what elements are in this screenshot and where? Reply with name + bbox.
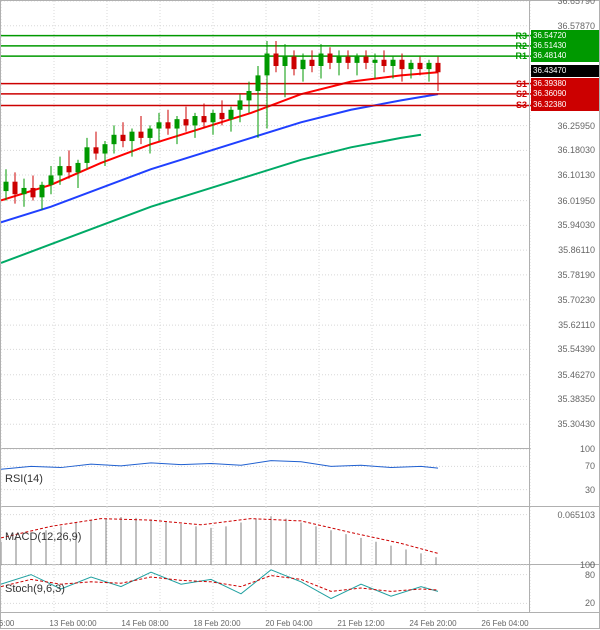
rsi-label: RSI(14) <box>5 473 43 485</box>
y-tick: 35.94030 <box>557 220 595 230</box>
x-tick: 24 Feb 20:00 <box>409 619 456 628</box>
price-badge-S3: 36.32380 <box>531 99 599 111</box>
y-tick: 35.70230 <box>557 295 595 305</box>
chart-container: R3R2R1S1S2S3 35.3043035.3835035.4627035.… <box>0 0 600 629</box>
stoch-label: Stoch(9,6,3) <box>5 583 65 595</box>
tick: 80 <box>585 570 595 580</box>
price-badge-R1: 36.48140 <box>531 50 599 62</box>
y-tick: 35.30430 <box>557 419 595 429</box>
price-svg <box>1 1 531 449</box>
y-tick: 35.46270 <box>557 370 595 380</box>
rsi-svg <box>1 449 531 507</box>
x-tick: 21 Feb 12:00 <box>337 619 384 628</box>
macd-y-axis: 00.065103 <box>529 507 599 565</box>
macd-panel: MACD(12,26,9) <box>1 507 531 565</box>
macd-label: MACD(12,26,9) <box>5 531 81 543</box>
x-tick: 20 Feb 04:00 <box>265 619 312 628</box>
y-tick: 35.54390 <box>557 344 595 354</box>
y-tick: 35.86110 <box>558 245 595 255</box>
x-tick: b 16:00 <box>0 619 14 628</box>
tick: 0.065103 <box>557 510 595 520</box>
y-tick: 36.25950 <box>557 121 595 131</box>
x-tick: 26 Feb 04:00 <box>481 619 528 628</box>
level-label-S2: S2 <box>516 89 527 99</box>
tick: 100 <box>580 444 595 454</box>
y-tick: 36.10130 <box>557 170 595 180</box>
stoch-svg <box>1 565 531 613</box>
price-y-axis: 35.30430 35.38350 35.46270 35.54390 35.62110… <box>529 1 599 449</box>
x-tick: 13 Feb 00:00 <box>49 619 96 628</box>
x-axis: b 16:00 13 Feb 00:00 14 Feb 08:00 18 Feb 20… <box>1 613 600 630</box>
x-tick: 14 Feb 08:00 <box>121 619 168 628</box>
price-badge-current: 36.43470 <box>531 65 599 77</box>
level-label-R1: R1 <box>515 51 527 61</box>
rsi-panel: RSI(14) <box>1 449 531 507</box>
tick: 100 <box>580 560 595 570</box>
level-label-S3: S3 <box>516 100 527 110</box>
y-tick: 36.01950 <box>557 196 595 206</box>
y-tick: 36.18030 <box>557 145 595 155</box>
price-panel: R3R2R1 S1S2S3 <box>1 1 531 449</box>
stoch-panel: Stoch(9,6,3) <box>1 565 531 613</box>
level-label-R2: R2 <box>515 41 527 51</box>
tick: 20 <box>585 598 595 608</box>
y-tick: 36.65790 <box>557 0 595 6</box>
y-tick: 35.78190 <box>557 270 595 280</box>
level-label-R3: R3 <box>515 31 527 41</box>
rsi-y-axis: 3070100 <box>529 449 599 507</box>
price-badge-S2: 36.36090 <box>531 88 599 100</box>
x-tick: 18 Feb 20:00 <box>193 619 240 628</box>
y-tick: 35.38350 <box>557 394 595 404</box>
tick: 30 <box>585 485 595 495</box>
stoch-y-axis: 2080100 <box>529 565 599 613</box>
y-tick: 35.62110 <box>558 320 595 330</box>
level-label-S1: S1 <box>516 79 527 89</box>
tick: 70 <box>585 461 595 471</box>
